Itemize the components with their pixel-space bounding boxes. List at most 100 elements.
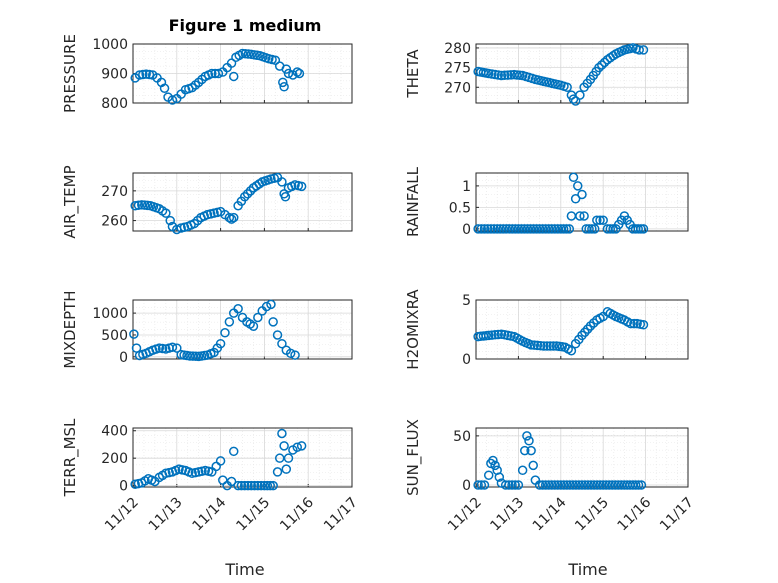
data-point	[562, 480, 572, 490]
y-tick-label: 260	[101, 214, 128, 230]
data-point	[545, 341, 555, 351]
data-point	[281, 64, 292, 74]
data-point	[246, 480, 257, 491]
data-point	[167, 342, 178, 352]
y-tick-label: 900	[101, 67, 128, 83]
subplot-air-temp: 260 270 AIR_TEMP	[61, 165, 353, 239]
data-point	[479, 224, 490, 234]
subplot-terr-msl: 0 200 400 TERR_MSL 11/12 11/13 11/14 11/15 11/16…	[61, 418, 361, 534]
data-point	[529, 340, 540, 350]
data-point	[507, 224, 518, 234]
data-point	[580, 480, 590, 490]
data-point	[540, 224, 551, 234]
data-point	[503, 70, 513, 80]
data-point	[607, 480, 618, 490]
data-point	[228, 71, 239, 82]
data-point	[207, 68, 217, 79]
y-tick-label: 0	[462, 222, 471, 238]
data-point	[185, 351, 195, 361]
data-point	[476, 480, 487, 490]
data-point	[488, 455, 498, 466]
data-point	[570, 194, 581, 204]
data-point	[534, 480, 545, 490]
data-point	[539, 341, 549, 351]
y-axis-label: AIR_TEMP	[61, 165, 80, 238]
data-point	[283, 68, 294, 79]
data-point	[270, 55, 281, 65]
data-point	[226, 58, 237, 68]
x-tick-label: 11/17	[657, 495, 697, 535]
data-point	[290, 350, 300, 360]
data-point	[494, 472, 505, 482]
x-tick-label: 11/14	[530, 494, 570, 534]
data-point	[493, 329, 504, 340]
data-point	[574, 480, 584, 490]
data-point	[130, 200, 140, 211]
data-point	[500, 480, 511, 490]
data-point	[507, 480, 517, 490]
data-point	[546, 480, 557, 490]
data-point	[496, 70, 507, 81]
data-point	[501, 224, 512, 234]
data-point	[534, 224, 545, 234]
data-point	[610, 480, 621, 490]
data-point	[296, 441, 307, 451]
data-point	[262, 480, 273, 491]
data-point	[526, 445, 536, 456]
data-point	[490, 460, 500, 471]
y-axis-label: THETA	[404, 49, 422, 99]
data-point	[248, 321, 259, 331]
data-point	[586, 480, 596, 490]
data-point	[265, 480, 275, 491]
data-point	[277, 428, 287, 439]
data-point	[220, 328, 230, 338]
data-point	[266, 299, 276, 310]
data-point	[532, 340, 543, 351]
data-point	[476, 224, 487, 234]
data-point	[565, 480, 575, 490]
data-point	[498, 224, 509, 234]
data-point	[144, 69, 155, 80]
data-point	[626, 318, 636, 329]
subplot-pressure: 800 900 1000 PRESSURE	[61, 34, 353, 113]
data-point	[577, 189, 587, 200]
data-point	[233, 303, 243, 314]
y-tick-label: 270	[444, 80, 471, 96]
data-point	[228, 212, 239, 223]
data-point	[159, 83, 170, 93]
data-point	[571, 480, 581, 490]
data-point	[604, 480, 615, 490]
y-tick-label: 200	[101, 451, 128, 467]
data-point	[133, 200, 144, 211]
data-point	[226, 476, 237, 487]
data-point	[268, 480, 278, 491]
y-tick-label: 1	[462, 179, 471, 195]
y-tick-label: 800	[101, 96, 128, 112]
data-point	[492, 224, 502, 234]
data-point	[253, 480, 263, 491]
data-point	[279, 441, 289, 451]
subplot-theta: 270 275 280 THETA	[404, 41, 689, 106]
data-point	[543, 224, 554, 234]
data-point	[296, 181, 307, 192]
data-point	[598, 480, 608, 490]
data-point	[489, 224, 499, 234]
data-point	[524, 436, 534, 446]
data-point	[249, 480, 260, 491]
y-axis-label: H2OMIXRA	[404, 289, 422, 370]
data-point	[575, 90, 585, 100]
data-point	[531, 224, 542, 234]
data-point	[592, 480, 602, 490]
plot-frame	[132, 43, 353, 104]
y-axis-label: MIXDEPTH	[61, 290, 79, 368]
x-tick-label: 11/15	[233, 495, 273, 535]
data-point	[549, 480, 560, 490]
data-point	[638, 320, 649, 330]
y-tick-label: 0	[462, 478, 471, 494]
data-point	[283, 453, 294, 463]
data-point	[191, 351, 201, 361]
subplot-h2omixra: 0 5 H2OMIXRA	[404, 289, 689, 370]
x-tick-label: 11/13	[146, 495, 186, 535]
data-point	[629, 318, 639, 329]
